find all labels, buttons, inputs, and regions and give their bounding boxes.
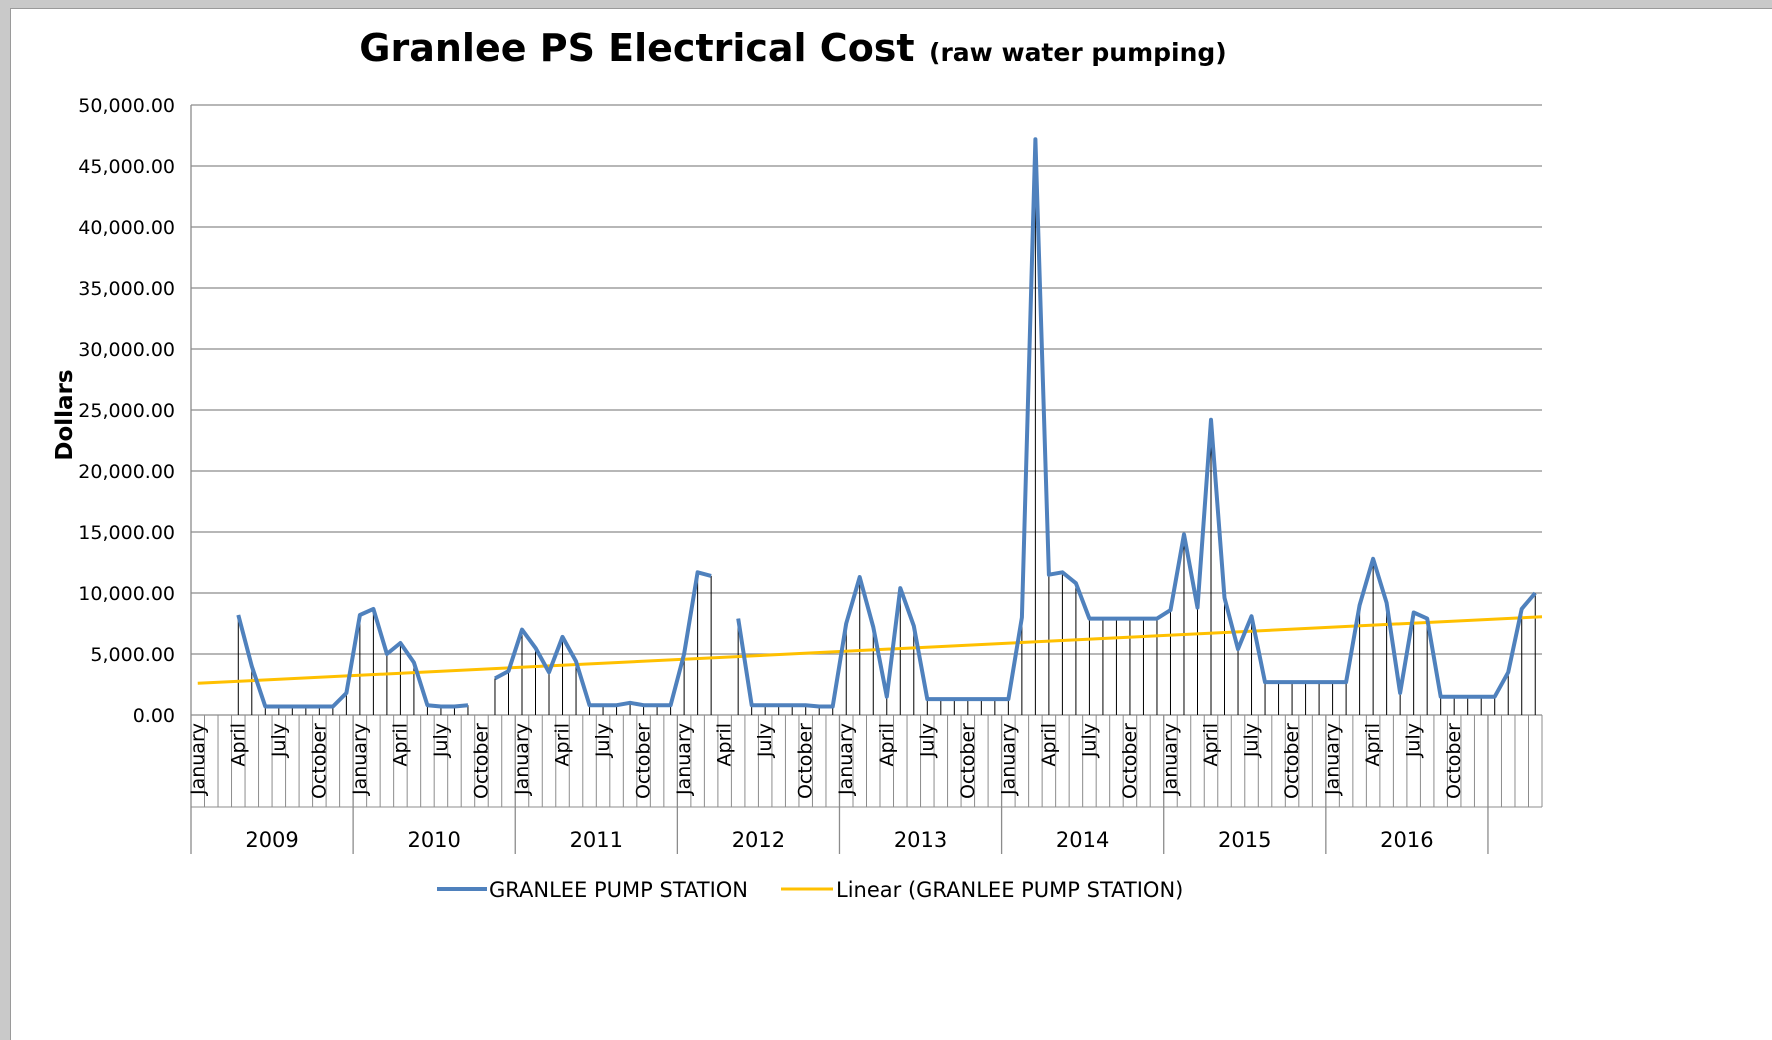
month-tick-label: July — [754, 723, 776, 758]
y-axis-label: Dollars — [52, 369, 78, 460]
series-line — [238, 139, 1535, 707]
year-label: 2010 — [407, 828, 460, 852]
month-tick-label: January — [511, 723, 533, 796]
y-tick-label: 40,000.00 — [78, 217, 175, 239]
series-segment — [238, 609, 468, 707]
month-tick-label: April — [1362, 723, 1384, 766]
month-tick-label: October — [470, 723, 492, 799]
y-tick-labels: 0.00 5,000.00 10,000.00 15,000.00 20,000.00 2… — [78, 95, 175, 727]
chart-frame: Granlee PS Electrical Cost (raw water pu… — [10, 8, 1772, 1040]
y-tick-label: 35,000.00 — [78, 278, 175, 300]
month-tick-label: January — [673, 723, 695, 796]
year-label: 2011 — [570, 828, 623, 852]
gridlines — [191, 105, 1542, 715]
y-tick-label: 30,000.00 — [78, 339, 175, 361]
y-tick-label: 20,000.00 — [78, 461, 175, 483]
x-axis: January April July October 2009 January April J… — [187, 105, 1542, 854]
month-tick-label: October — [1443, 723, 1465, 799]
chart-subtitle: (raw water pumping) — [929, 38, 1227, 67]
chart-title-main: Granlee PS Electrical Cost — [359, 26, 914, 70]
month-tick-label: July — [1078, 723, 1100, 758]
month-tick-label: October — [1281, 723, 1303, 799]
month-tick-label: July — [430, 723, 452, 758]
month-tick-label: January — [187, 723, 209, 796]
month-tick-label: January — [835, 723, 857, 796]
legend-label-trend: Linear (GRANLEE PUMP STATION) — [836, 878, 1183, 902]
y-tick-label: 50,000.00 — [78, 95, 175, 117]
month-tick-label: January — [1159, 723, 1181, 796]
month-tick-label: January — [997, 723, 1019, 796]
legend-label-series: GRANLEE PUMP STATION — [489, 878, 748, 902]
year-label: 2013 — [894, 828, 947, 852]
month-tick-label: October — [308, 723, 330, 799]
month-tick-label: October — [633, 723, 655, 799]
trendline — [198, 617, 1542, 683]
drop-lines — [238, 139, 1535, 715]
month-tick-label: April — [389, 723, 411, 766]
month-tick-label: April — [227, 723, 249, 766]
month-tick-label: April — [1038, 723, 1060, 766]
chart: Granlee PS Electrical Cost (raw water pu… — [11, 9, 1772, 1040]
y-tick-label: 45,000.00 — [78, 156, 175, 178]
year-label: 2012 — [732, 828, 785, 852]
month-tick-label: July — [1241, 723, 1263, 758]
y-tick-label: 5,000.00 — [90, 644, 175, 666]
trendline-path — [198, 617, 1542, 683]
month-tick-label: April — [714, 723, 736, 766]
year-label: 2009 — [245, 828, 298, 852]
series-segment — [495, 572, 711, 705]
month-tick-label: April — [876, 723, 898, 766]
y-tick-label: 25,000.00 — [78, 400, 175, 422]
month-tick-label: October — [1119, 723, 1141, 799]
month-tick-label: January — [1322, 723, 1344, 796]
year-label: 2015 — [1218, 828, 1271, 852]
month-tick-label: July — [592, 723, 614, 758]
y-tick-label: 15,000.00 — [78, 522, 175, 544]
y-tick-label: 0.00 — [133, 705, 175, 727]
month-tick-label: April — [552, 723, 574, 766]
month-tick-label: July — [916, 723, 938, 758]
month-tick-label: January — [349, 723, 371, 796]
year-label: 2014 — [1056, 828, 1109, 852]
month-tick-label: April — [1200, 723, 1222, 766]
month-tick-label: July — [1403, 723, 1425, 758]
year-label: 2016 — [1380, 828, 1433, 852]
month-tick-label: July — [268, 723, 290, 758]
month-tick-label: October — [957, 723, 979, 799]
month-tick-label: October — [795, 723, 817, 799]
chart-title: Granlee PS Electrical Cost (raw water pu… — [359, 26, 1226, 70]
series-segment — [738, 139, 1535, 706]
legend: GRANLEE PUMP STATION Linear (GRANLEE PUMP… — [437, 878, 1183, 902]
y-tick-label: 10,000.00 — [78, 583, 175, 605]
